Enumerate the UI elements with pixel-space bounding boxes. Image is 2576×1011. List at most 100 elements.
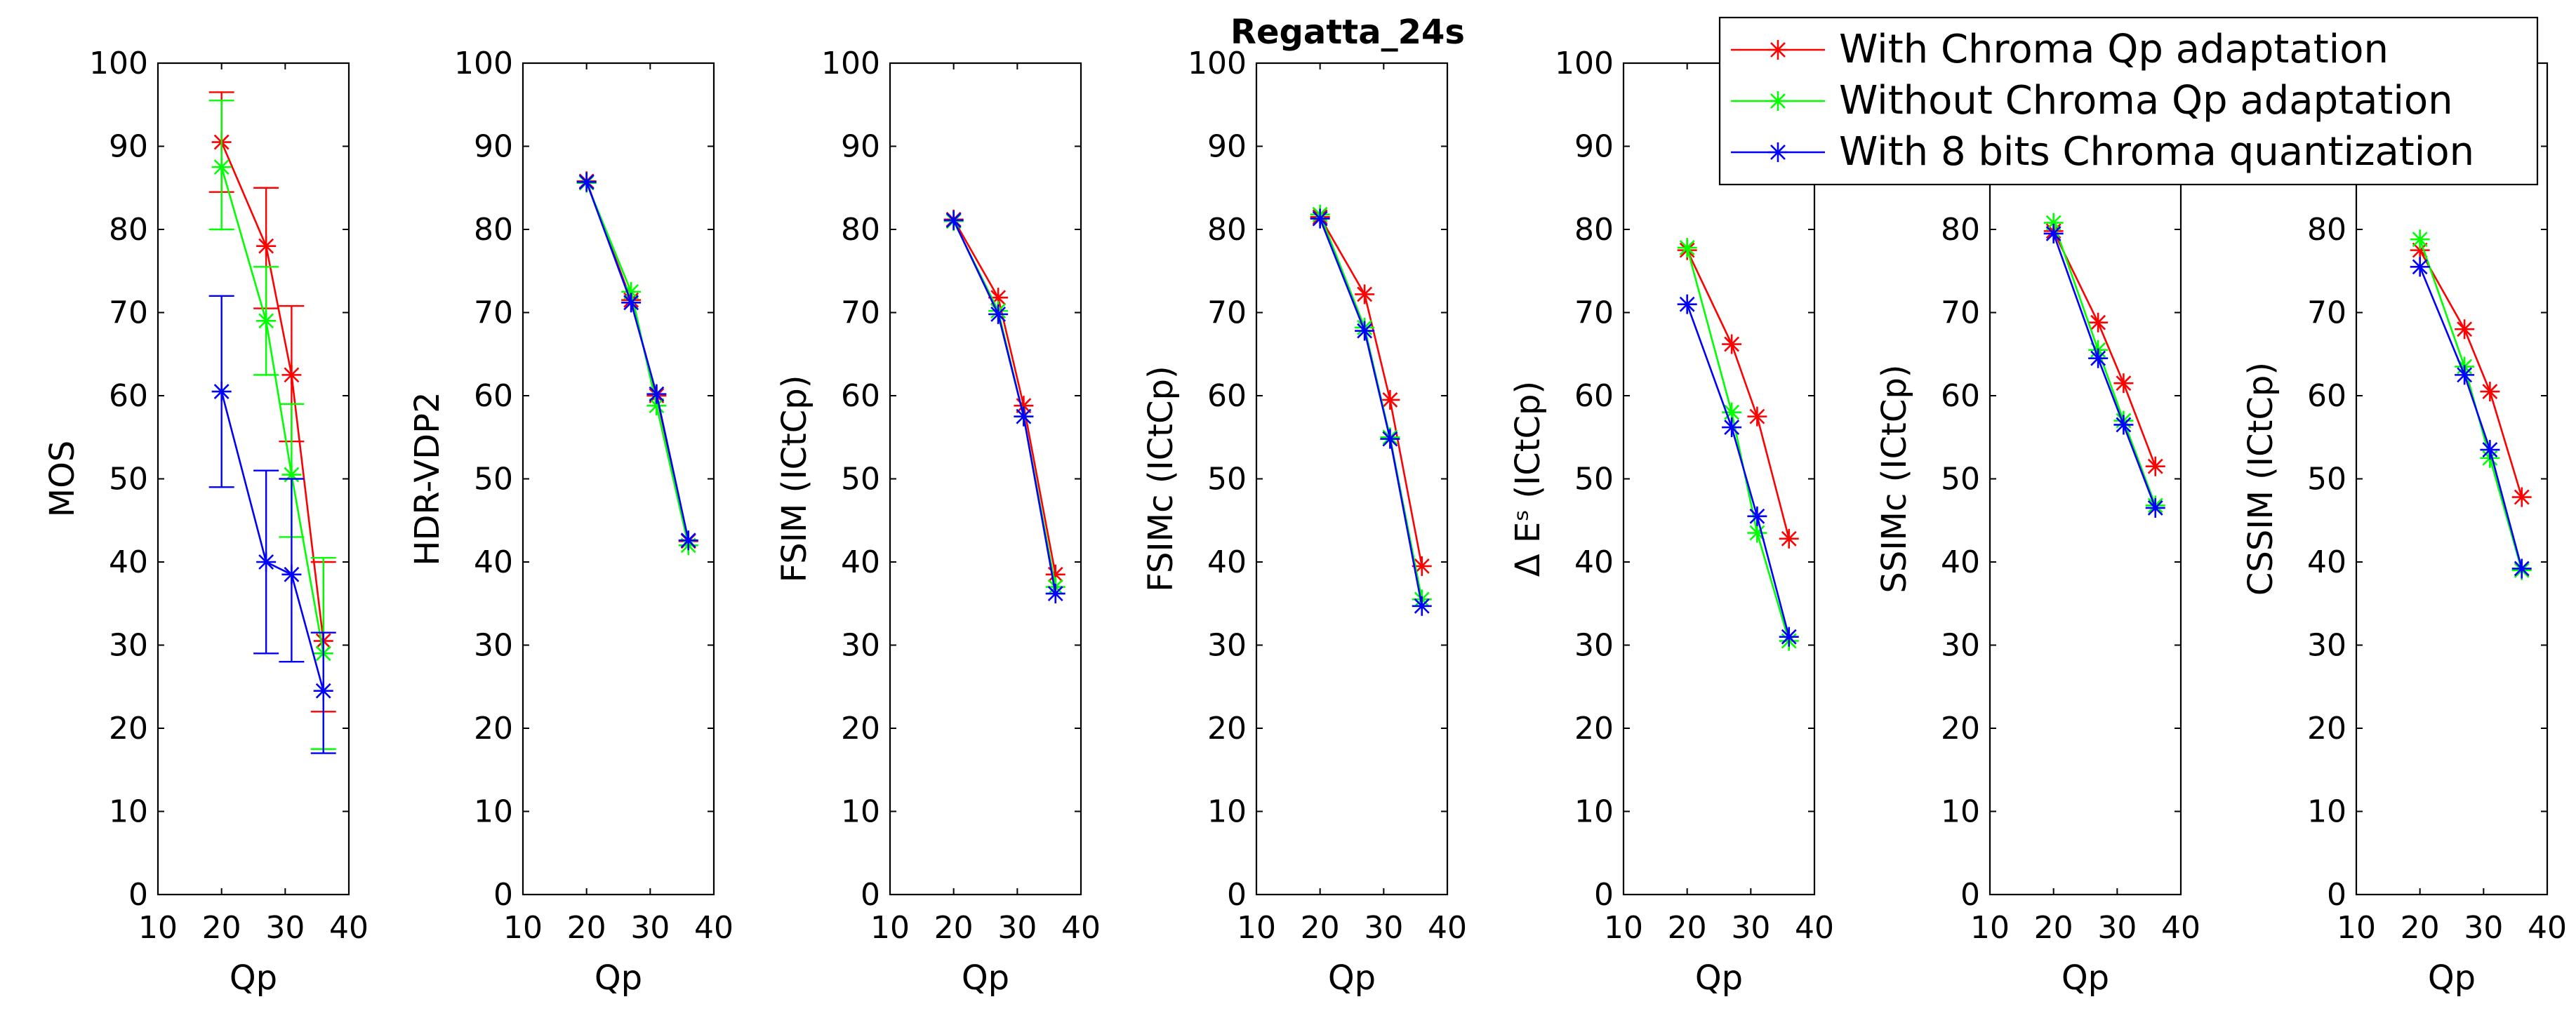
y-tick-label: 0 — [493, 877, 513, 913]
y-tick-label: 40 — [841, 544, 880, 580]
y-tick-label: 10 — [109, 794, 148, 830]
y-tick-label: 30 — [109, 628, 148, 664]
series-3 — [1677, 294, 1799, 647]
y-tick-label: 80 — [841, 212, 880, 248]
x-tick-label: 40 — [694, 910, 733, 946]
x-tick-label: 30 — [2464, 910, 2503, 946]
x-axis-label: Qp — [2428, 958, 2476, 998]
x-axis-label: Qp — [2062, 958, 2109, 998]
axes-box — [1255, 62, 1449, 896]
x-tick-label: 30 — [997, 910, 1037, 946]
data-point-marker — [2043, 223, 2064, 243]
series-line — [952, 219, 1057, 575]
y-tick-label: 60 — [474, 378, 513, 414]
data-point-marker — [256, 552, 277, 572]
axes-box — [1622, 62, 1816, 896]
x-tick-label: 30 — [1364, 910, 1403, 946]
legend-label: With Chroma Qp adaptation — [1839, 27, 2389, 72]
legend-marker — [1768, 91, 1788, 111]
data-point-marker — [678, 530, 698, 551]
data-point-marker — [1722, 334, 1742, 354]
data-point-marker — [2511, 487, 2532, 507]
y-tick-label: 100 — [1188, 46, 1247, 81]
y-tick-label: 20 — [474, 711, 513, 746]
data-point-marker — [2145, 456, 2165, 476]
y-tick-label: 20 — [1574, 711, 1614, 746]
data-point-marker — [1677, 294, 1697, 314]
y-tick-label: 10 — [474, 794, 513, 830]
y-tick-label: 80 — [1207, 212, 1247, 248]
x-tick-label: 30 — [630, 910, 670, 946]
y-tick-label: 70 — [109, 295, 148, 331]
y-tick-label: 10 — [841, 794, 880, 830]
series-3 — [208, 295, 336, 754]
y-axis-label: SSIMc (ICtCp) — [1875, 364, 1914, 593]
y-tick-label: 0 — [861, 877, 880, 913]
y-tick-label: 60 — [1574, 378, 1614, 414]
y-tick-label: 90 — [474, 129, 513, 165]
data-point-marker — [1747, 523, 1767, 543]
series-3 — [2410, 257, 2532, 579]
data-point-marker — [2455, 319, 2475, 340]
y-tick-label: 50 — [841, 462, 880, 497]
y-tick-label: 70 — [2307, 295, 2346, 331]
legend-entry-2: Without Chroma Qp adaptation — [1731, 78, 2453, 123]
series-line — [2419, 249, 2523, 497]
series-line — [2052, 233, 2156, 509]
y-tick-label: 60 — [109, 378, 148, 414]
data-point-marker — [576, 172, 597, 192]
data-point-marker — [1722, 417, 1742, 438]
y-tick-label: 90 — [841, 129, 880, 165]
y-tick-label: 30 — [1207, 628, 1247, 664]
data-point-marker — [2088, 312, 2109, 333]
data-point-marker — [1380, 429, 1400, 449]
series-line — [2419, 266, 2523, 569]
y-tick-label: 40 — [109, 544, 148, 580]
axes-box — [2355, 62, 2549, 896]
y-axis-label: FSIM (ICtCp) — [775, 375, 814, 583]
data-point-marker — [1779, 528, 1799, 549]
data-point-marker — [1355, 284, 1375, 304]
data-point-marker — [1412, 596, 1432, 616]
data-point-marker — [1779, 627, 1799, 647]
y-tick-label: 30 — [2307, 628, 2346, 664]
x-tick-label: 10 — [1970, 910, 2010, 946]
data-point-marker — [2480, 440, 2500, 460]
x-tick-label: 20 — [1301, 910, 1340, 946]
y-tick-label: 10 — [2307, 794, 2346, 830]
y-tick-label: 80 — [1941, 212, 1980, 248]
x-tick-label: 30 — [2097, 910, 2137, 946]
y-tick-label: 80 — [109, 212, 148, 248]
series-line — [952, 220, 1057, 594]
axes-box — [522, 62, 715, 896]
x-tick-label: 10 — [1604, 910, 1643, 946]
legend-entry-1: With Chroma Qp adaptation — [1731, 27, 2389, 72]
y-tick-label: 50 — [1207, 462, 1247, 497]
y-tick-label: 80 — [2307, 212, 2346, 248]
data-point-marker — [2455, 365, 2475, 385]
y-tick-label: 70 — [1207, 295, 1247, 331]
y-axis-label: HDR-VDP2 — [408, 391, 447, 565]
data-point-marker — [256, 311, 277, 331]
y-tick-label: 40 — [1207, 544, 1247, 580]
y-tick-label: 100 — [1555, 46, 1614, 81]
data-point-marker — [1045, 584, 1065, 604]
y-tick-label: 100 — [454, 46, 513, 81]
data-point-marker — [2088, 348, 2109, 368]
y-tick-label: 40 — [1941, 544, 1980, 580]
data-point-marker — [281, 365, 302, 385]
y-tick-label: 20 — [2307, 711, 2346, 746]
data-point-marker — [1747, 406, 1767, 427]
y-tick-label: 30 — [474, 628, 513, 664]
y-tick-label: 90 — [1574, 129, 1614, 165]
y-tick-label: 70 — [1574, 295, 1614, 331]
y-tick-label: 50 — [1574, 462, 1614, 497]
series-line — [220, 166, 325, 654]
data-point-marker — [1677, 238, 1697, 258]
legend-label: Without Chroma Qp adaptation — [1839, 78, 2453, 123]
series-1 — [2410, 240, 2532, 507]
